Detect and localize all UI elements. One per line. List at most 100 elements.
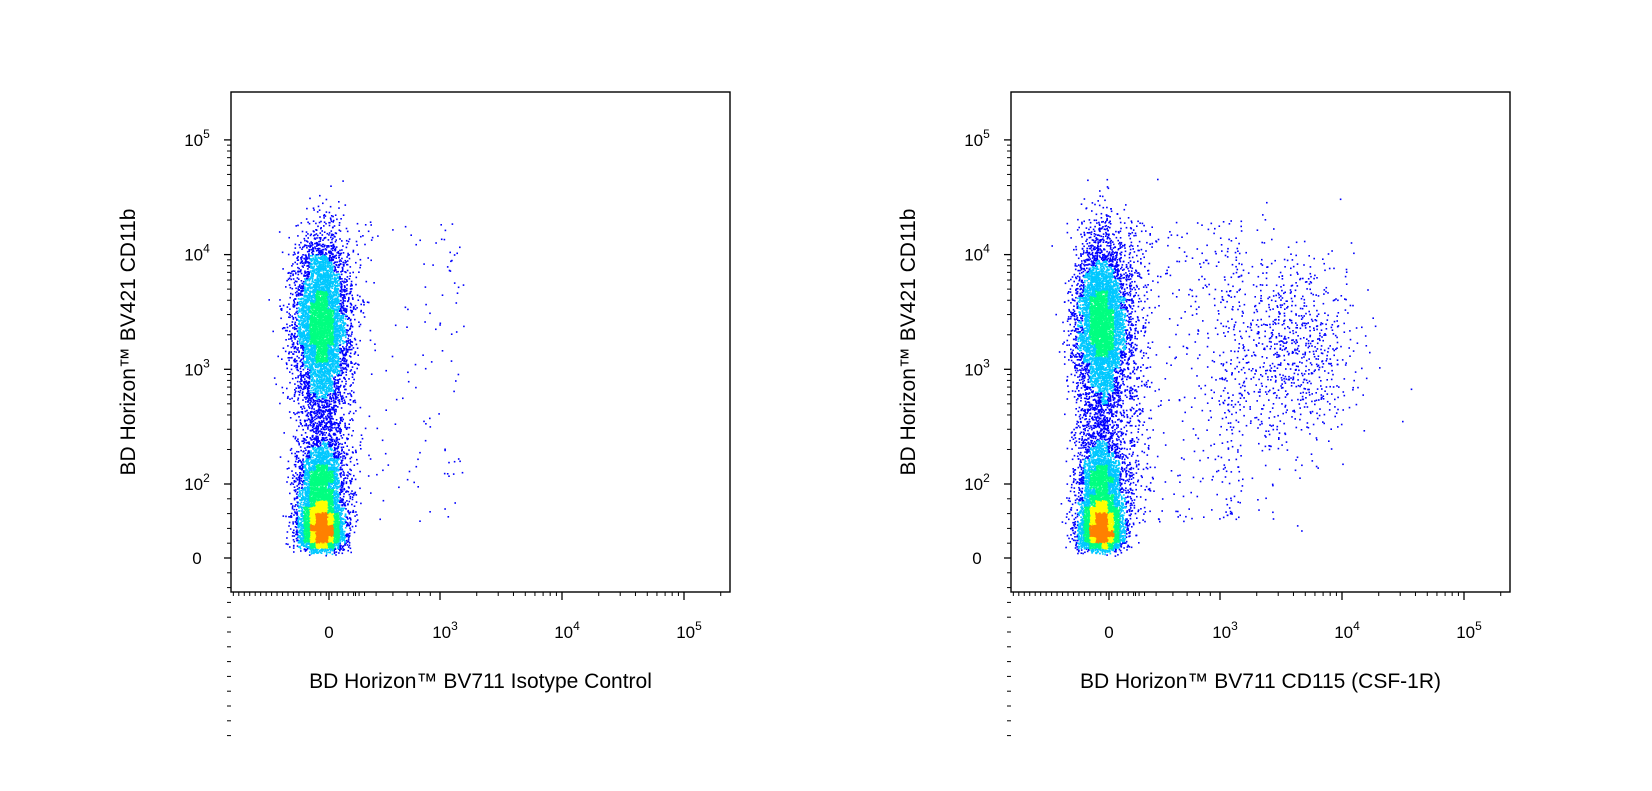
event-dot bbox=[326, 292, 328, 294]
event-dot bbox=[340, 306, 343, 309]
event-dot bbox=[310, 260, 313, 263]
event-dot bbox=[301, 282, 304, 285]
event-dot bbox=[326, 280, 328, 283]
event-dot bbox=[336, 361, 338, 364]
event-dot bbox=[308, 315, 311, 317]
event-dot bbox=[326, 322, 328, 325]
event-dot bbox=[277, 355, 279, 358]
event-dot bbox=[321, 318, 323, 321]
event-dot bbox=[289, 357, 291, 359]
event-dot bbox=[335, 350, 338, 352]
event-dot bbox=[342, 298, 344, 301]
event-dot bbox=[351, 325, 354, 328]
event-dot bbox=[323, 267, 325, 269]
event-dot bbox=[324, 276, 327, 279]
event-dot bbox=[326, 354, 328, 357]
event-dot bbox=[340, 263, 342, 265]
event-dot bbox=[299, 302, 301, 305]
event-dot bbox=[316, 359, 319, 361]
event-dot bbox=[299, 300, 301, 303]
event-dot bbox=[342, 353, 345, 356]
event-dot bbox=[298, 322, 301, 325]
event-dot bbox=[344, 318, 347, 320]
event-dot bbox=[333, 246, 336, 248]
event-dot bbox=[340, 319, 343, 322]
event-dot bbox=[333, 333, 335, 336]
event-dot bbox=[303, 274, 305, 276]
event-dot bbox=[346, 331, 348, 334]
event-dot bbox=[311, 251, 313, 254]
event-dot bbox=[308, 363, 311, 366]
event-dot bbox=[327, 416, 330, 419]
event-dot bbox=[336, 339, 339, 341]
event-dot bbox=[342, 320, 344, 322]
event-dot bbox=[337, 295, 340, 298]
event-dot bbox=[326, 369, 329, 372]
event-dot bbox=[328, 286, 331, 289]
event-dot bbox=[306, 332, 309, 334]
event-dot bbox=[319, 232, 322, 234]
event-dot bbox=[301, 365, 303, 367]
event-dot bbox=[340, 337, 343, 340]
event-dot bbox=[287, 253, 290, 256]
event-dot bbox=[325, 289, 328, 292]
event-dot bbox=[318, 240, 320, 243]
event-dot bbox=[286, 306, 289, 308]
event-dot bbox=[323, 305, 325, 307]
event-dot bbox=[317, 270, 320, 272]
event-dot bbox=[282, 268, 284, 270]
event-dot bbox=[306, 376, 309, 379]
event-dot bbox=[358, 325, 361, 328]
event-dot bbox=[308, 340, 310, 342]
event-dot bbox=[325, 303, 327, 306]
event-dot bbox=[331, 303, 334, 305]
event-dot bbox=[343, 295, 345, 297]
event-dot bbox=[303, 296, 305, 298]
event-dot bbox=[308, 308, 310, 310]
event-dot bbox=[301, 326, 304, 329]
event-dot bbox=[317, 266, 319, 269]
event-dot bbox=[296, 257, 299, 259]
event-dot bbox=[313, 410, 316, 413]
event-dot bbox=[296, 342, 299, 344]
event-dot bbox=[328, 354, 330, 357]
event-dot bbox=[312, 384, 314, 386]
event-dot bbox=[329, 205, 332, 208]
event-dot bbox=[311, 315, 314, 318]
event-dot bbox=[331, 360, 334, 363]
event-dot bbox=[314, 303, 317, 306]
event-dot bbox=[327, 298, 329, 301]
event-dot bbox=[323, 357, 326, 359]
event-dot bbox=[304, 259, 307, 262]
event-dot bbox=[321, 274, 323, 277]
event-dot bbox=[319, 276, 321, 279]
event-dot bbox=[318, 263, 321, 266]
event-dot bbox=[326, 257, 328, 259]
event-dot bbox=[330, 248, 333, 250]
event-dot bbox=[343, 349, 345, 351]
event-dot bbox=[333, 265, 336, 268]
event-dot bbox=[344, 360, 346, 362]
event-dot bbox=[332, 418, 334, 420]
event-dot bbox=[319, 283, 322, 286]
event-dot bbox=[303, 387, 305, 389]
event-dot bbox=[318, 237, 321, 239]
event-dot bbox=[306, 355, 308, 358]
event-dot bbox=[295, 387, 297, 389]
event-dot bbox=[319, 316, 322, 319]
event-dot bbox=[328, 270, 331, 272]
event-dot bbox=[322, 267, 324, 270]
event-dot bbox=[329, 394, 331, 396]
event-dot bbox=[323, 387, 326, 389]
event-dot bbox=[304, 314, 307, 316]
event-dot bbox=[334, 297, 336, 300]
event-dot bbox=[289, 286, 292, 289]
event-dot bbox=[312, 403, 315, 406]
event-dot bbox=[294, 332, 296, 335]
event-dot bbox=[294, 383, 296, 385]
event-dot bbox=[336, 363, 339, 366]
event-dot bbox=[314, 242, 316, 245]
event-dot bbox=[338, 256, 340, 259]
event-dot bbox=[314, 246, 316, 248]
event-dot bbox=[329, 217, 332, 219]
